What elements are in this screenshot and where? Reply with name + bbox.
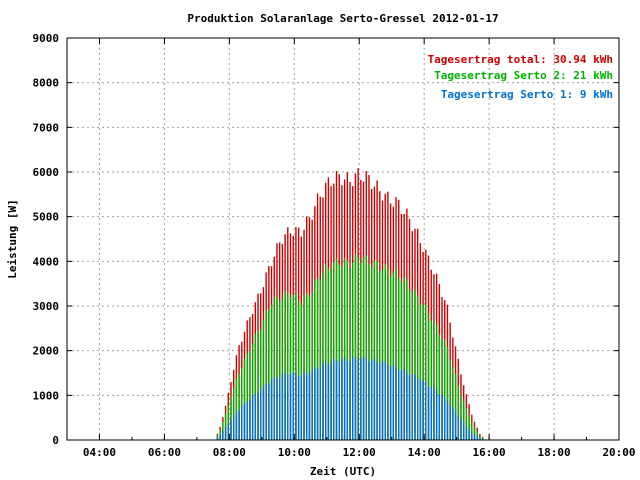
y-tick-label: 2000 [33,345,60,358]
x-tick-label: 04:00 [83,446,116,459]
x-tick-label: 14:00 [408,446,441,459]
legend-serto-1: Tagesertrag Serto 1: 9 kWh [441,88,613,101]
bar-series [216,168,487,440]
x-tick-label: 20:00 [602,446,635,459]
y-tick-label: 6000 [33,166,60,179]
plot-frame [66,37,620,441]
y-tick-label: 0 [52,434,59,447]
y-tick-label: 7000 [33,121,60,134]
x-tick-label: 08:00 [213,446,246,459]
series-bar-serto-1 [216,356,487,440]
x-tick-label: 18:00 [537,446,570,459]
y-tick-label: 1000 [33,389,60,402]
y-tick-label: 8000 [33,77,60,90]
y-axis-label: Leistung [W] [6,199,19,278]
x-tick-label: 06:00 [148,446,181,459]
x-tick-label: 10:00 [278,446,311,459]
y-tick-label: 9000 [33,32,60,45]
axis-ticks: 0 1000 2000 3000 4000 5000 6000 7000 8000 9000 04:… [33,32,636,459]
legend-serto-2: Tagesertrag Serto 2: 21 kWh [434,69,613,82]
y-tick-label: 3000 [33,300,60,313]
x-tick-label: 16:00 [473,446,506,459]
x-axis-label: Zeit (UTC) [310,465,376,478]
chart-title: Produktion Solaranlage Serto-Gressel 201… [187,12,498,25]
y-tick-label: 5000 [33,211,60,224]
grid-lines [67,38,619,440]
y-tick-label: 4000 [33,255,60,268]
legend-total: Tagesertrag total: 30.94 kWh [428,53,613,66]
x-tick-label: 12:00 [343,446,376,459]
